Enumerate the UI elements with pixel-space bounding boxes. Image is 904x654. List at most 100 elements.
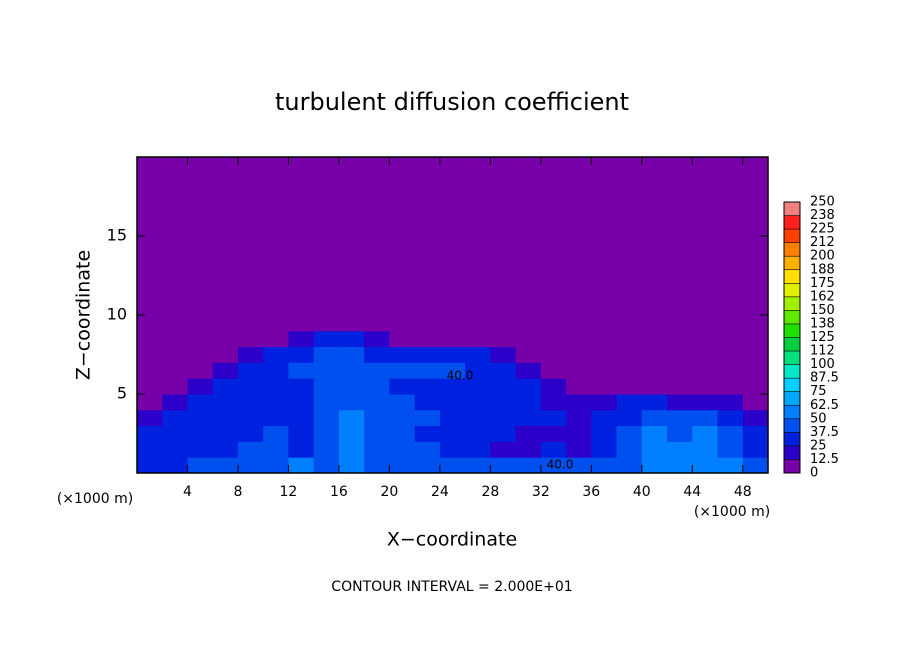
heat-cell	[162, 457, 188, 474]
heat-cell	[717, 330, 744, 348]
colorbar-label: 12.5	[810, 452, 839, 467]
heat-cell	[288, 157, 315, 332]
heat-cell	[641, 409, 668, 427]
heat-cell	[263, 362, 289, 379]
heat-cell	[515, 457, 542, 474]
heat-cell	[212, 157, 239, 332]
heat-cell	[515, 346, 542, 363]
heat-cell	[742, 457, 769, 474]
heat-cell	[439, 378, 466, 395]
heat-cell	[212, 362, 239, 379]
heat-cell	[263, 330, 289, 348]
heat-cell	[616, 425, 643, 442]
heat-cell	[288, 394, 315, 411]
heat-cell	[490, 441, 517, 458]
heat-cell	[414, 425, 441, 442]
colorbar-swatch	[784, 202, 800, 216]
heat-cell	[288, 330, 315, 348]
heat-cell	[540, 378, 567, 395]
heat-cell	[566, 378, 592, 395]
heat-cell	[641, 157, 668, 332]
heat-cell	[616, 394, 643, 411]
colorbar-label: 250	[810, 195, 835, 210]
heat-cell	[414, 330, 441, 348]
colorbar-label: 62.5	[810, 398, 839, 413]
heat-cell	[364, 362, 390, 379]
x-axis-label: X−coordinate	[387, 529, 517, 551]
contour-label: 40.0	[447, 369, 474, 383]
heat-cell	[389, 378, 416, 395]
heat-cell	[692, 157, 719, 332]
heat-cell	[263, 409, 289, 427]
heat-cell	[616, 157, 643, 332]
heat-cell	[616, 457, 643, 474]
heat-cell	[667, 362, 693, 379]
heat-cell	[187, 378, 214, 395]
heat-cell	[187, 330, 214, 348]
x-tick-label: 36	[582, 484, 600, 500]
heat-cell	[641, 362, 668, 379]
heat-cell	[465, 457, 491, 474]
heat-cell	[288, 362, 315, 379]
heat-cell	[667, 457, 693, 474]
heat-cell	[465, 441, 491, 458]
heat-cell	[566, 346, 592, 363]
x-unit: (×1000 m)	[57, 491, 133, 507]
heat-cell	[439, 330, 466, 348]
colorbar-label: 50	[810, 411, 827, 426]
heat-cell	[187, 346, 214, 363]
x-tick-label: 12	[280, 484, 298, 500]
heat-cell	[515, 157, 542, 332]
colorbar-swatch	[784, 445, 800, 460]
heat-cell	[692, 425, 719, 442]
heat-cell	[515, 330, 542, 348]
colorbar-label: 225	[810, 222, 835, 237]
heat-cell	[641, 457, 668, 474]
heat-cell	[641, 441, 668, 458]
heat-cell	[742, 378, 769, 395]
heat-cell	[667, 346, 693, 363]
heat-cell	[641, 394, 668, 411]
heat-cell	[137, 346, 163, 363]
heat-cell	[414, 346, 441, 363]
heat-cell	[667, 394, 693, 411]
colorbar-label: 25	[810, 438, 827, 453]
colorbar-swatch	[784, 283, 800, 297]
heat-cell	[540, 457, 567, 474]
heat-cell	[667, 378, 693, 395]
colorbar-label: 37.5	[810, 425, 839, 440]
colorbar-swatch	[784, 391, 800, 406]
heat-cell	[490, 409, 517, 427]
heat-cell	[465, 409, 491, 427]
heat-cell	[717, 378, 744, 395]
heat-cell	[439, 409, 466, 427]
heat-cell	[389, 457, 416, 474]
heat-cell	[742, 409, 769, 427]
colorbar-swatch	[784, 418, 800, 433]
heat-cell	[364, 441, 390, 458]
heat-cell	[237, 346, 264, 363]
heat-cell	[490, 362, 517, 379]
heat-cell	[313, 346, 340, 363]
colorbar-swatch	[784, 405, 800, 419]
heat-cell	[187, 394, 214, 411]
heat-cell	[742, 362, 769, 379]
heat-cell	[667, 157, 693, 332]
heat-cell	[465, 330, 491, 348]
heat-cell	[414, 362, 441, 379]
colorbar-label: 0	[810, 466, 818, 481]
heat-cell	[263, 441, 289, 458]
heat-cell	[540, 425, 567, 442]
heat-cell	[263, 346, 289, 363]
heat-cell	[237, 457, 264, 474]
heat-cell	[263, 457, 289, 474]
heat-cell	[465, 378, 491, 395]
heat-cell	[414, 409, 441, 427]
heat-cell	[137, 362, 163, 379]
chart-title: turbulent diffusion coefficient	[275, 88, 629, 116]
heat-cell	[212, 409, 239, 427]
x-tick-label: 20	[380, 484, 398, 500]
heat-cell	[338, 394, 365, 411]
heat-cell	[591, 157, 618, 332]
colorbar-label: 138	[810, 316, 835, 331]
